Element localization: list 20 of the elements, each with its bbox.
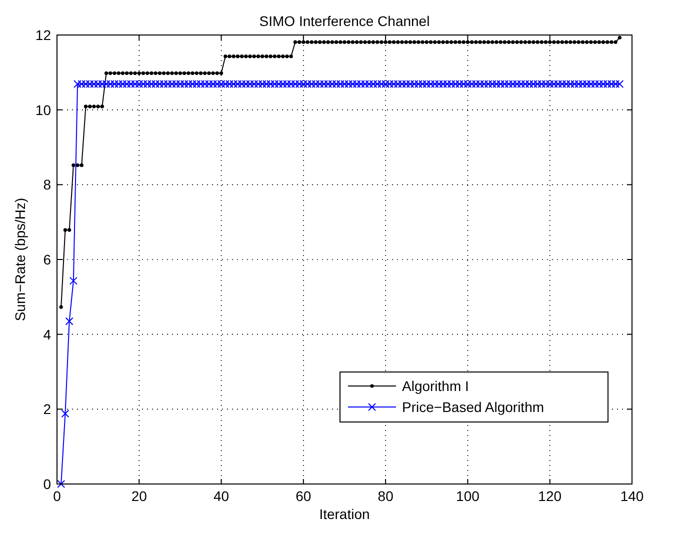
y-tick-label: 2 bbox=[43, 401, 52, 418]
x-tick-label: 20 bbox=[131, 488, 148, 504]
y-tick-label: 4 bbox=[43, 326, 52, 342]
chart-title: SIMO Interference Channel bbox=[259, 13, 430, 29]
x-tick-label: 140 bbox=[620, 488, 644, 504]
x-axis-title: Iteration bbox=[319, 506, 370, 522]
x-tick-label: 80 bbox=[378, 488, 394, 504]
x-tick-label: 120 bbox=[538, 488, 562, 504]
y-tick-label: 0 bbox=[43, 476, 52, 492]
y-tick-label: 12 bbox=[35, 27, 52, 43]
legend-label: Price−Based Algorithm bbox=[402, 399, 544, 415]
y-tick-label: 10 bbox=[35, 102, 52, 118]
y-tick-label: 6 bbox=[43, 252, 52, 268]
x-tick-label: 40 bbox=[213, 488, 230, 504]
y-axis-title: Sum−Rate (bps/Hz) bbox=[12, 198, 28, 322]
x-tick-label: 0 bbox=[53, 488, 62, 504]
y-tick-label: 8 bbox=[43, 176, 52, 193]
x-tick-label: 60 bbox=[296, 488, 312, 504]
legend-label: Algorithm I bbox=[402, 378, 469, 394]
x-tick-label: 100 bbox=[456, 488, 480, 504]
